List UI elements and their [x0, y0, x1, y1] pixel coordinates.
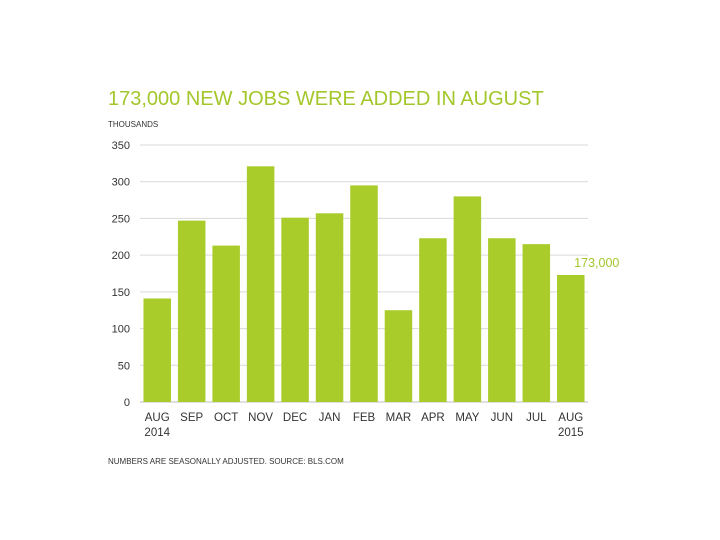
- y-tick-label: 300: [112, 177, 130, 189]
- bar: [246, 166, 275, 402]
- bar: [350, 185, 378, 402]
- x-tick-label: OCT: [214, 412, 238, 424]
- bar: [177, 220, 206, 402]
- x-tick-label: AUG: [145, 412, 170, 424]
- bar: [453, 196, 482, 402]
- y-tick-label: 150: [112, 287, 130, 299]
- x-tick-label: MAY: [455, 412, 479, 424]
- chart-title: 173,000 NEW JOBS WERE ADDED IN AUGUST: [108, 88, 544, 110]
- bar: [143, 298, 171, 402]
- y-tick-label: 50: [118, 360, 130, 372]
- x-tick-sublabel: 2015: [558, 427, 584, 439]
- bar: [281, 217, 309, 402]
- x-tick-sublabel: 2014: [144, 427, 170, 439]
- bar: [384, 310, 413, 402]
- y-tick-label: 100: [112, 324, 130, 336]
- x-tick-label: APR: [421, 412, 445, 424]
- y-tick-label: 200: [112, 250, 130, 262]
- y-axis-unit-label: THOUSANDS: [108, 120, 159, 129]
- bar: [488, 238, 516, 402]
- x-tick-label: JAN: [319, 412, 341, 424]
- y-tick-label: 250: [112, 213, 130, 225]
- x-tick-label: JUN: [491, 412, 513, 424]
- x-tick-label: JUL: [526, 412, 547, 424]
- y-tick-label: 350: [112, 140, 130, 152]
- bar: [419, 238, 447, 402]
- x-tick-label: SEP: [180, 412, 203, 424]
- data-label: 173,000: [574, 256, 619, 270]
- bar: [522, 244, 551, 402]
- x-tick-label: NOV: [248, 412, 273, 424]
- x-tick-label: DEC: [283, 412, 307, 424]
- source-footnote: NUMBERS ARE SEASONALLY ADJUSTED. SOURCE:…: [108, 457, 344, 466]
- x-tick-label: FEB: [353, 412, 376, 424]
- y-tick-label: 0: [124, 397, 130, 409]
- bar: [315, 213, 344, 402]
- x-tick-label: MAR: [386, 412, 412, 424]
- bar: [212, 245, 240, 402]
- bar: [557, 274, 585, 402]
- x-tick-label: AUG: [558, 412, 583, 424]
